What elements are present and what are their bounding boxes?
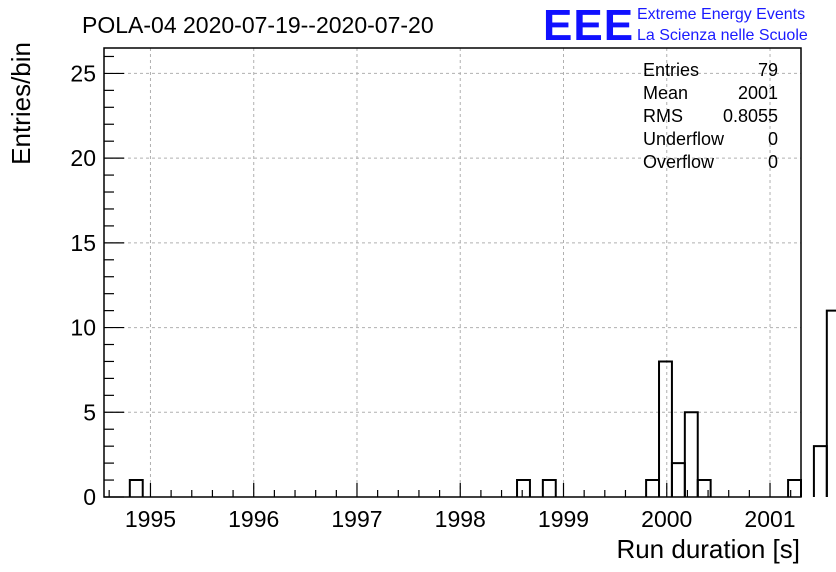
- x-tick-label: 1999: [538, 506, 589, 532]
- histogram-series: [128, 309, 836, 497]
- histogram-bin: [128, 479, 144, 497]
- stat-label: Entries: [643, 60, 699, 80]
- y-tick-label: 15: [70, 230, 96, 256]
- y-tick-label: 0: [83, 484, 96, 510]
- axes: 1995 1996 1997 1998 1999 2000 2001 0 5 10 15 20 25: [70, 47, 802, 532]
- y-tick-label: 10: [70, 315, 96, 341]
- histogram-bin: [516, 479, 531, 497]
- histogram-bin: [645, 479, 661, 497]
- stats-box: Entries 79 Mean 2001 RMS 0.8055 Underflow 0 Over…: [643, 60, 778, 172]
- x-tick-label: 1995: [125, 506, 176, 532]
- histogram-bin: [696, 479, 712, 497]
- y-tick-label: 5: [83, 399, 96, 425]
- logo-mark: EEE: [543, 1, 634, 50]
- logo-line-1: Extreme Energy Events: [637, 6, 805, 23]
- histogram-bin: [787, 479, 802, 497]
- histogram-bin: [812, 445, 828, 497]
- stat-label: Overflow: [643, 152, 715, 172]
- grid-layer: [104, 48, 801, 497]
- x-tick-label: 1997: [331, 506, 382, 532]
- stat-label: Mean: [643, 83, 688, 103]
- histogram-bin: [683, 411, 699, 497]
- x-tick-label: 2000: [641, 506, 692, 532]
- stat-value: 0: [768, 152, 778, 172]
- plot-frame: [103, 47, 802, 498]
- stat-label: RMS: [643, 106, 683, 126]
- histogram-bin: [670, 462, 686, 497]
- y-axis-title: Entries/bin: [6, 42, 36, 165]
- y-tick-label: 25: [70, 60, 96, 86]
- x-axis-title: Run duration [s]: [616, 534, 800, 564]
- histogram-bin: [541, 479, 557, 497]
- stat-label: Underflow: [643, 129, 725, 149]
- stat-value: 0.8055: [723, 106, 778, 126]
- chart-title: POLA-04 2020-07-19--2020-07-20: [82, 12, 434, 38]
- x-tick-label: 1996: [228, 506, 279, 532]
- histogram-bin: [658, 360, 673, 497]
- eee-logo: EEE Extreme Energy Events La Scienza nel…: [543, 1, 808, 50]
- stat-value: 79: [758, 60, 778, 80]
- logo-line-2: La Scienza nelle Scuole: [637, 27, 808, 44]
- stat-value: 2001: [738, 83, 778, 103]
- x-tick-label: 1998: [435, 506, 486, 532]
- y-tick-label: 20: [70, 145, 96, 171]
- histogram-bin: [825, 309, 836, 497]
- stat-value: 0: [768, 129, 778, 149]
- x-tick-label: 2001: [744, 506, 795, 532]
